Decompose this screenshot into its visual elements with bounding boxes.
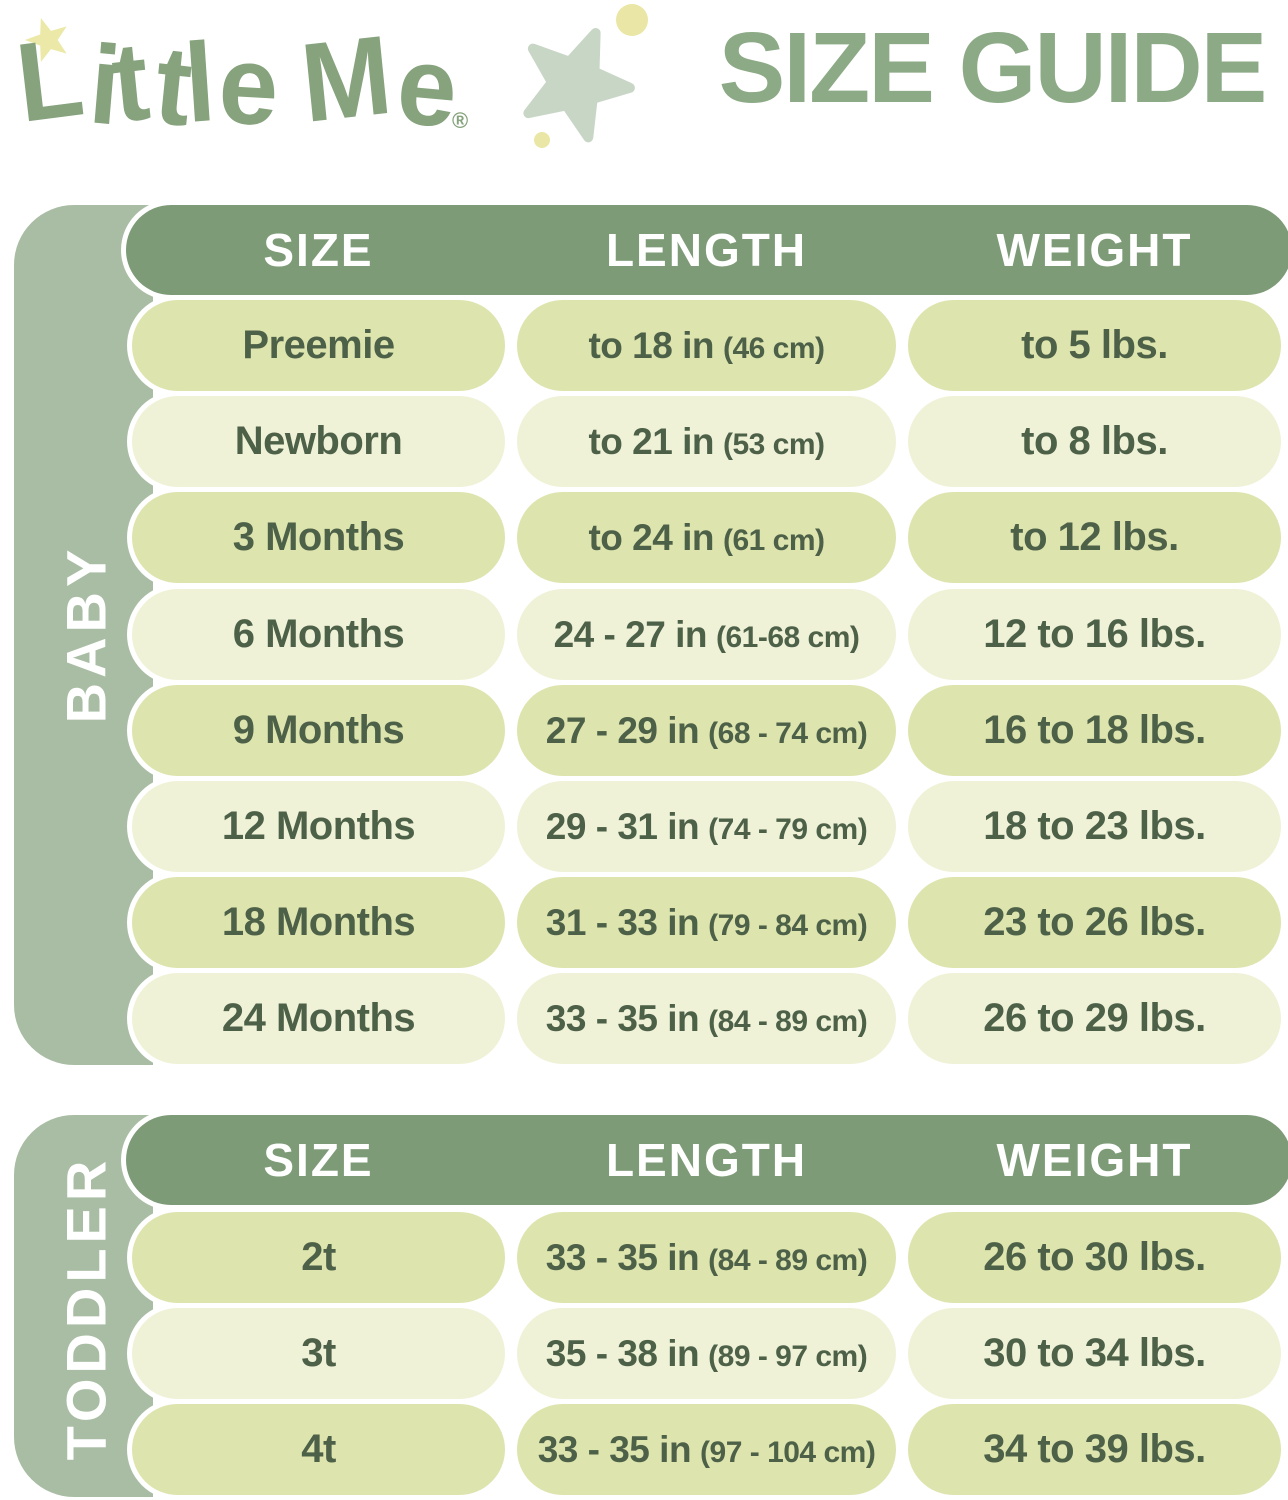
size-cell: 3 Months <box>132 492 505 583</box>
weight-cell: 30 to 34 lbs. <box>908 1308 1281 1399</box>
length-cell: to 24 in (61 cm) <box>517 492 896 583</box>
star-icon <box>523 28 635 143</box>
little-me-logo: Little Me ® <box>10 12 469 151</box>
logo-star-icon <box>24 18 67 62</box>
baby-table-header: SIZE LENGTH WEIGHT <box>126 205 1288 295</box>
table-row: 3 Months to 24 in (61 cm) to 12 lbs. <box>132 492 1281 583</box>
size-cell: Newborn <box>132 396 505 487</box>
size-cell: 6 Months <box>132 589 505 680</box>
length-cell: 24 - 27 in (61-68 cm) <box>517 589 896 680</box>
length-cell: 35 - 38 in (89 - 97 cm) <box>517 1308 896 1399</box>
table-row: 9 Months 27 - 29 in (68 - 74 cm) 16 to 18… <box>132 685 1281 776</box>
length-cell: to 18 in (46 cm) <box>517 300 896 391</box>
table-row: Newborn to 21 in (53 cm) to 8 lbs. <box>132 396 1281 487</box>
weight-cell: 18 to 23 lbs. <box>908 781 1281 872</box>
size-cell: 12 Months <box>132 781 505 872</box>
length-cell: 27 - 29 in (68 - 74 cm) <box>517 685 896 776</box>
toddler-section-label: TODDLER <box>54 1155 118 1461</box>
table-row: 24 Months 33 - 35 in (84 - 89 cm) 26 to 2… <box>132 973 1281 1064</box>
sparkle-star-icon <box>523 4 648 148</box>
size-cell: 4t <box>132 1404 505 1495</box>
logo-wordmark: Little Me <box>10 12 463 151</box>
size-cell: Preemie <box>132 300 505 391</box>
column-header-length: LENGTH <box>605 1134 808 1186</box>
size-cell: 3t <box>132 1308 505 1399</box>
weight-cell: 26 to 30 lbs. <box>908 1212 1281 1303</box>
weight-cell: 12 to 16 lbs. <box>908 589 1281 680</box>
size-cell: 2t <box>132 1212 505 1303</box>
weight-cell: 16 to 18 lbs. <box>908 685 1281 776</box>
weight-cell: to 12 lbs. <box>908 492 1281 583</box>
size-cell: 24 Months <box>132 973 505 1064</box>
length-cell: to 21 in (53 cm) <box>517 396 896 487</box>
column-header-size: SIZE <box>263 224 374 276</box>
length-cell: 31 - 33 in (79 - 84 cm) <box>517 877 896 968</box>
weight-cell: 34 to 39 lbs. <box>908 1404 1281 1495</box>
table-row: 12 Months 29 - 31 in (74 - 79 cm) 18 to 2… <box>132 781 1281 872</box>
baby-section-label: BABY <box>54 544 118 724</box>
table-row: 3t 35 - 38 in (89 - 97 cm) 30 to 34 lbs. <box>132 1308 1281 1399</box>
registered-trademark: ® <box>452 108 468 133</box>
dot-icon <box>616 4 648 36</box>
table-row: 4t 33 - 35 in (97 - 104 cm) 34 to 39 lbs. <box>132 1404 1281 1495</box>
size-cell: 9 Months <box>132 685 505 776</box>
table-row: 18 Months 31 - 33 in (79 - 84 cm) 23 to 2… <box>132 877 1281 968</box>
size-cell: 18 Months <box>132 877 505 968</box>
column-header-weight: WEIGHT <box>996 224 1193 276</box>
weight-cell: to 5 lbs. <box>908 300 1281 391</box>
table-row: Preemie to 18 in (46 cm) to 5 lbs. <box>132 300 1281 391</box>
weight-cell: 23 to 26 lbs. <box>908 877 1281 968</box>
table-row: 2t 33 - 35 in (84 - 89 cm) 26 to 30 lbs. <box>132 1212 1281 1303</box>
table-row: 6 Months 24 - 27 in (61-68 cm) 12 to 16 l… <box>132 589 1281 680</box>
toddler-table-header: SIZE LENGTH WEIGHT <box>126 1115 1288 1205</box>
column-header-weight: WEIGHT <box>996 1134 1193 1186</box>
column-header-size: SIZE <box>263 1134 374 1186</box>
weight-cell: 26 to 29 lbs. <box>908 973 1281 1064</box>
dot-icon <box>534 132 550 148</box>
length-cell: 29 - 31 in (74 - 79 cm) <box>517 781 896 872</box>
length-cell: 33 - 35 in (97 - 104 cm) <box>517 1404 896 1495</box>
page-title: SIZE GUIDE <box>718 12 1268 124</box>
weight-cell: to 8 lbs. <box>908 396 1281 487</box>
column-header-length: LENGTH <box>605 224 808 276</box>
length-cell: 33 - 35 in (84 - 89 cm) <box>517 1212 896 1303</box>
baby-section-panel <box>14 205 153 1065</box>
length-cell: 33 - 35 in (84 - 89 cm) <box>517 973 896 1064</box>
